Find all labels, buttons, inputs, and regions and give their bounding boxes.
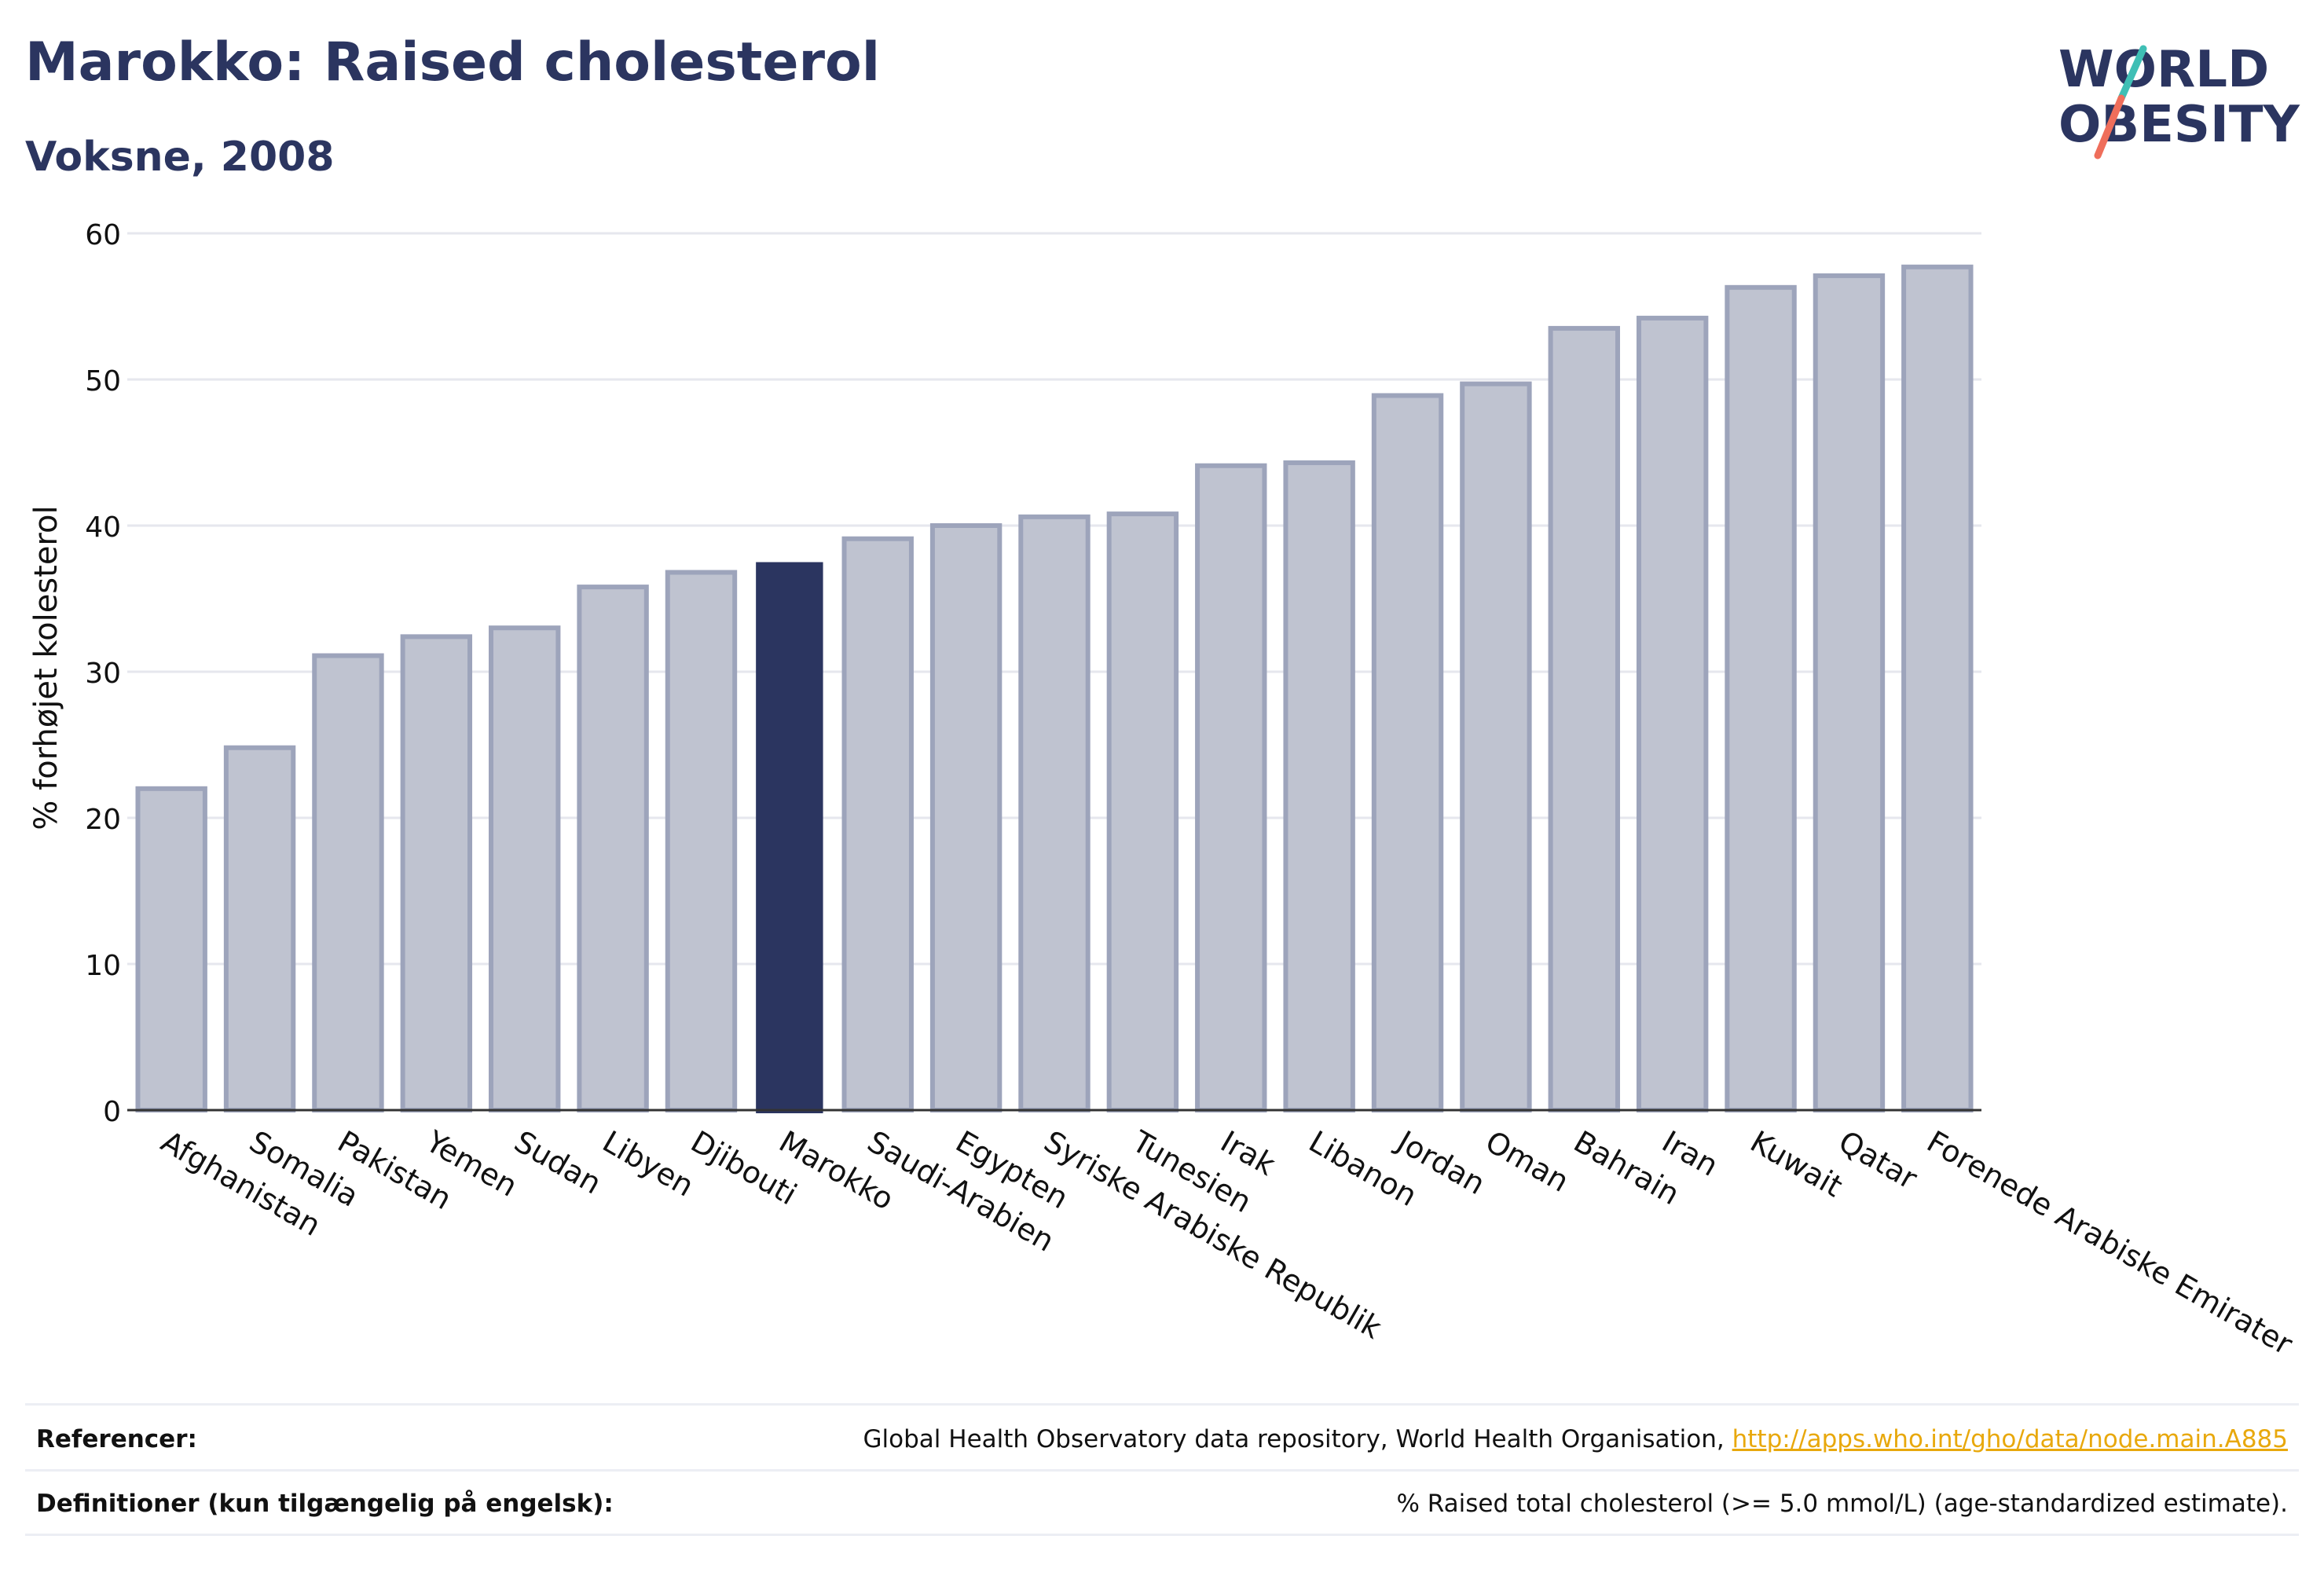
- references-text: Global Health Observatory data repositor…: [863, 1425, 1732, 1453]
- x-tick-label: Libyen: [597, 1124, 700, 1204]
- bar-iran: [1636, 315, 1709, 1112]
- x-tick-label: Qatar: [1833, 1124, 1923, 1197]
- y-tick-label: 50: [85, 365, 121, 398]
- bar-syriske-arabiske-republik: [1018, 514, 1091, 1112]
- x-tick-label: Oman: [1479, 1124, 1574, 1199]
- x-tick-label: Kuwait: [1745, 1124, 1849, 1204]
- y-tick-label: 0: [103, 1096, 121, 1128]
- y-tick-label: 20: [85, 804, 121, 836]
- world-obesity-logo: WORLD OBESITY: [2058, 41, 2300, 159]
- bar-afghanistan: [135, 786, 207, 1112]
- page-title: Marokko: Raised cholesterol: [25, 31, 881, 93]
- x-tick-label: Sudan: [508, 1124, 607, 1201]
- footer-divider-bottom: [25, 1534, 2299, 1536]
- page-subtitle: Voksne, 2008: [25, 134, 335, 181]
- logo-line1: WORLD: [2058, 41, 2269, 99]
- bar-somalia: [223, 745, 296, 1112]
- y-axis-label: % forhøjet kolesterol: [28, 505, 64, 830]
- bar-forenede-arabiske-emirater: [1901, 264, 1974, 1112]
- bar-chart: 0 10 20 30 40 50 60 AfghanistanSomaliaPakistan…: [28, 219, 2299, 1362]
- footer-divider-top: [25, 1403, 2299, 1406]
- y-tick-labels: 0 10 20 30 40 50 60: [85, 219, 121, 1128]
- logo-slash-top: [2117, 45, 2147, 102]
- definitions-text: % Raised total cholesterol (>= 5.0 mmol/…: [1396, 1490, 2288, 1518]
- bar-oman: [1460, 381, 1532, 1112]
- y-tick-label: 60: [85, 219, 121, 251]
- bar-sudan: [489, 625, 561, 1112]
- references-label: Referencer:: [36, 1425, 197, 1453]
- bar-kuwait: [1725, 284, 1797, 1113]
- bar-egypten: [929, 523, 1003, 1112]
- bar-libyen: [577, 585, 649, 1112]
- logo-line2: OBESITY: [2058, 96, 2300, 154]
- bar-jordan: [1371, 393, 1444, 1112]
- footer-divider-middle: [25, 1469, 2299, 1472]
- y-tick-label: 40: [85, 511, 121, 544]
- bar-saudi-arabien: [841, 536, 914, 1112]
- bar-libanon: [1283, 460, 1355, 1112]
- definitions-label: Definitioner (kun tilgængelig på engelsk…: [36, 1490, 614, 1518]
- bar-marokko: [756, 562, 823, 1113]
- references-value: Global Health Observatory data repositor…: [863, 1425, 2288, 1453]
- bar-yemen: [400, 634, 473, 1112]
- bar-tunesien: [1106, 511, 1179, 1112]
- bars: [135, 264, 1974, 1113]
- x-tick-labels: AfghanistanSomaliaPakistanYemenSudanLiby…: [156, 1123, 2299, 1362]
- logo-slash-bottom: [2094, 94, 2125, 159]
- bar-bahrain: [1548, 325, 1620, 1112]
- x-tick-label: Forenede Arabiske Emirater: [1921, 1124, 2298, 1362]
- y-tick-label: 30: [85, 658, 121, 690]
- bar-irak: [1195, 463, 1267, 1112]
- y-tick-label: 10: [85, 950, 121, 982]
- bar-pakistan: [312, 653, 384, 1112]
- references-link[interactable]: http://apps.who.int/gho/data/node.main.A…: [1732, 1425, 2288, 1453]
- bar-qatar: [1813, 273, 1886, 1113]
- bar-djibouti: [665, 570, 738, 1112]
